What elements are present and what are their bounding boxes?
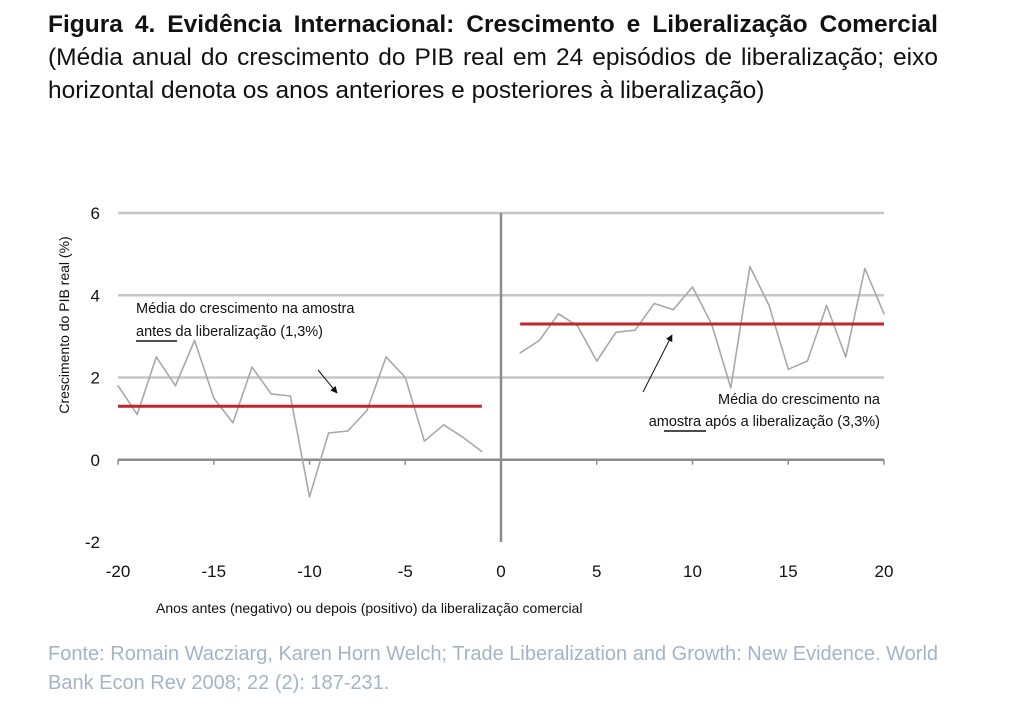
data-point bbox=[366, 409, 368, 412]
annotation-before-line1: Média do crescimento na amostra bbox=[136, 301, 355, 317]
figure-title: Figura 4. Evidência Internacional: Cresc… bbox=[48, 8, 938, 107]
annotation-after-line1: Média do crescimento na bbox=[718, 392, 881, 408]
data-point bbox=[174, 384, 177, 387]
data-point bbox=[232, 421, 234, 424]
y-axis-label: Crescimento do PIB real (%) bbox=[56, 236, 72, 413]
growth-series-line bbox=[117, 339, 483, 498]
data-point bbox=[538, 339, 541, 342]
x-tick-label: 20 bbox=[875, 562, 894, 581]
data-point bbox=[883, 312, 885, 315]
x-tick-label: 10 bbox=[683, 562, 702, 581]
data-point bbox=[634, 329, 636, 332]
data-point bbox=[270, 393, 273, 395]
data-point bbox=[347, 430, 349, 432]
annotation-after-line2: amostra após a liberalização (3,3%) bbox=[649, 414, 880, 430]
figure-title-description: (Média anual do crescimento do PIB real … bbox=[48, 44, 938, 104]
x-tick-label: -10 bbox=[297, 562, 322, 581]
y-tick-label: 0 bbox=[91, 451, 100, 470]
data-point bbox=[864, 267, 866, 270]
data-point bbox=[385, 356, 387, 358]
data-point bbox=[155, 356, 158, 358]
y-tick-label: 2 bbox=[91, 369, 100, 388]
annotation-before-line2: antes da liberalização (1,3%) bbox=[136, 324, 323, 340]
data-point bbox=[327, 432, 330, 434]
data-point bbox=[136, 413, 138, 416]
growth-series-line bbox=[519, 265, 885, 389]
annotation-after-arrow bbox=[642, 334, 673, 393]
data-point bbox=[251, 366, 253, 369]
x-tick-label: -15 bbox=[201, 562, 226, 581]
data-point bbox=[806, 360, 809, 362]
x-tick-label: -5 bbox=[398, 562, 413, 581]
annotation-after: Média do crescimento na amostra após a l… bbox=[642, 334, 881, 432]
source-citation: Fonte: Romain Wacziarg, Karen Horn Welch… bbox=[48, 643, 939, 694]
data-point bbox=[672, 308, 675, 311]
data-point bbox=[289, 395, 292, 397]
data-point bbox=[615, 331, 617, 334]
axes bbox=[117, 213, 885, 542]
x-axis-label: Anos antes (negativo) ou depois (positiv… bbox=[156, 600, 582, 616]
data-point bbox=[308, 495, 311, 498]
annotation-before-arrow bbox=[317, 369, 338, 394]
data-point bbox=[730, 386, 732, 389]
x-tick-label: -20 bbox=[106, 562, 131, 581]
data-point bbox=[423, 440, 426, 443]
data-point bbox=[595, 360, 598, 362]
y-tick-label: 4 bbox=[91, 286, 100, 305]
data-point bbox=[193, 339, 196, 342]
y-tick-label: -2 bbox=[85, 533, 100, 552]
x-tick-label: 15 bbox=[779, 562, 798, 581]
x-tick-label: 5 bbox=[592, 562, 601, 581]
data-point bbox=[212, 397, 215, 399]
annotation-before: Média do crescimento na amostra antes da… bbox=[136, 301, 355, 394]
data-point bbox=[825, 304, 828, 307]
data-point bbox=[117, 384, 119, 387]
data-point bbox=[461, 436, 464, 438]
mean-lines bbox=[118, 322, 884, 408]
data-point bbox=[691, 286, 694, 288]
data-point bbox=[844, 356, 847, 358]
data-point bbox=[749, 265, 751, 268]
data-point bbox=[768, 304, 770, 307]
data-point bbox=[442, 423, 445, 426]
figure-title-bold: Figura 4. Evidência Internacional: Cresc… bbox=[48, 11, 938, 38]
x-tick-label: 0 bbox=[496, 562, 505, 581]
data-point bbox=[576, 325, 579, 327]
data-point bbox=[481, 450, 483, 453]
data-point bbox=[787, 368, 790, 371]
series-lines bbox=[117, 265, 885, 498]
data-point bbox=[404, 376, 407, 379]
data-point bbox=[653, 302, 655, 305]
data-point bbox=[557, 312, 560, 315]
y-tick-label: 6 bbox=[91, 204, 100, 223]
data-point bbox=[519, 352, 521, 354]
